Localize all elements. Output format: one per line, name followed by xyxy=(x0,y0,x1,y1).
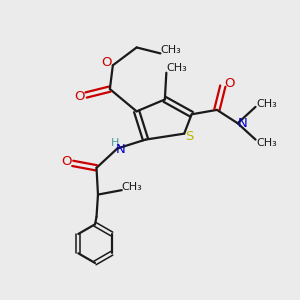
Text: O: O xyxy=(61,155,71,168)
Text: N: N xyxy=(116,142,126,156)
Text: CH₃: CH₃ xyxy=(160,45,181,56)
Text: O: O xyxy=(74,90,85,103)
Text: O: O xyxy=(224,76,235,90)
Text: N: N xyxy=(238,117,248,130)
Text: O: O xyxy=(101,56,112,69)
Text: S: S xyxy=(185,130,194,143)
Text: CH₃: CH₃ xyxy=(122,182,142,192)
Text: H: H xyxy=(111,138,119,148)
Text: CH₃: CH₃ xyxy=(167,63,187,73)
Text: CH₃: CH₃ xyxy=(256,99,277,109)
Text: CH₃: CH₃ xyxy=(256,138,277,148)
